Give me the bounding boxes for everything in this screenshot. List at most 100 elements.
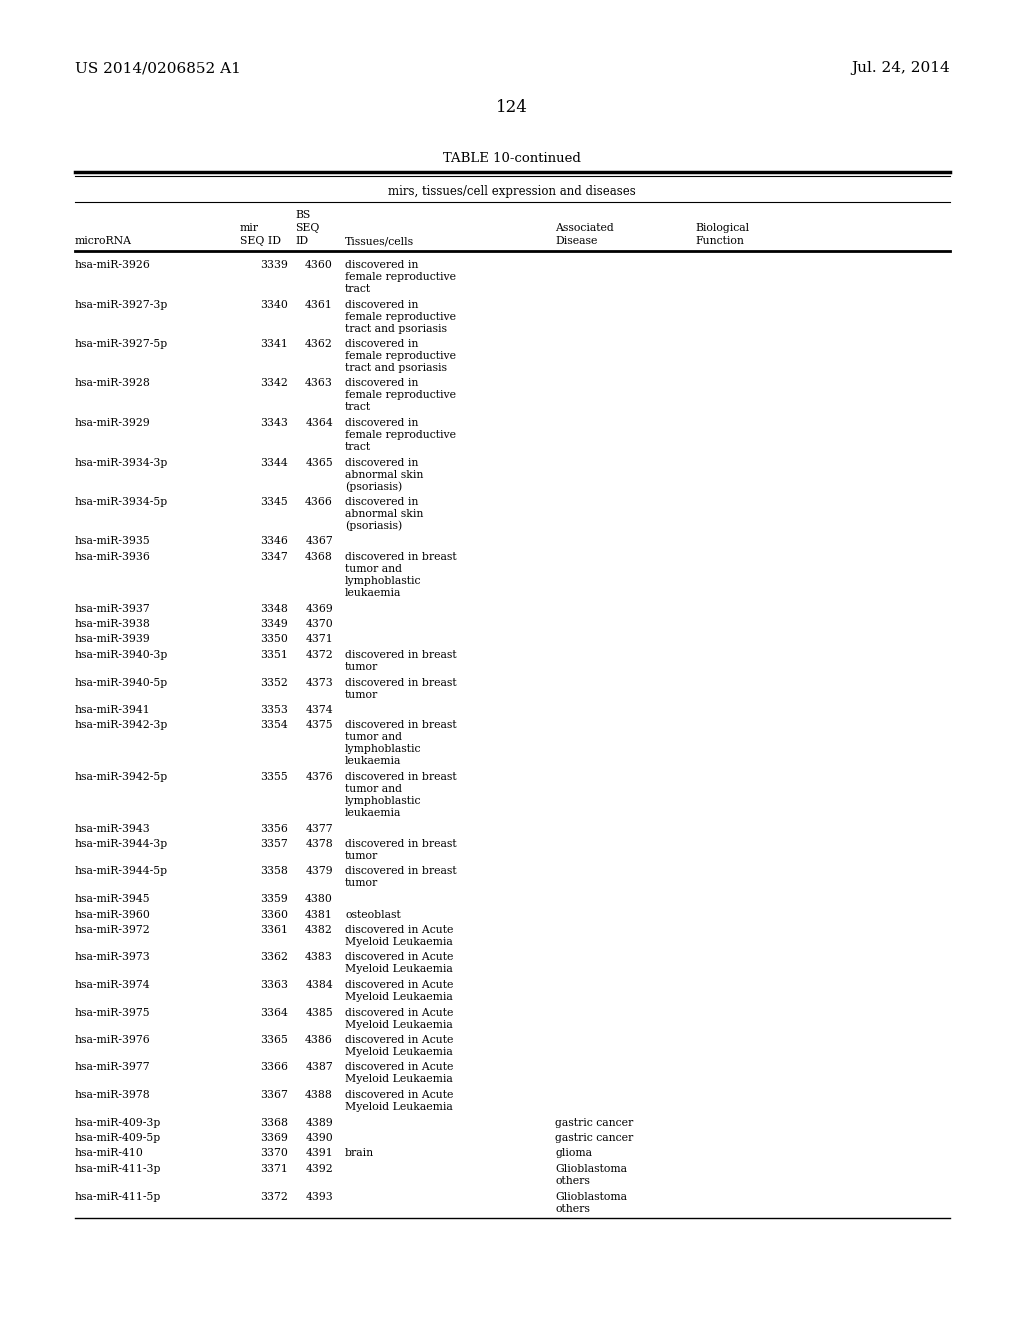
Text: 3349: 3349 [260,619,288,630]
Text: tract: tract [345,284,371,294]
Text: 4393: 4393 [305,1192,333,1201]
Text: hsa-miR-3972: hsa-miR-3972 [75,925,151,935]
Text: tract and psoriasis: tract and psoriasis [345,323,447,334]
Text: discovered in: discovered in [345,379,419,388]
Text: hsa-miR-3936: hsa-miR-3936 [75,552,151,562]
Text: Myeloid Leukaemia: Myeloid Leukaemia [345,993,453,1002]
Text: 3365: 3365 [260,1035,288,1045]
Text: hsa-miR-411-3p: hsa-miR-411-3p [75,1164,162,1173]
Text: hsa-miR-3960: hsa-miR-3960 [75,909,151,920]
Text: 4368: 4368 [305,552,333,562]
Text: discovered in: discovered in [345,418,419,428]
Text: 3348: 3348 [260,603,288,614]
Text: others: others [555,1176,590,1185]
Text: female reproductive: female reproductive [345,272,456,282]
Text: discovered in breast: discovered in breast [345,866,457,876]
Text: 4391: 4391 [305,1148,333,1159]
Text: 3346: 3346 [260,536,288,546]
Text: 3342: 3342 [260,379,288,388]
Text: 3360: 3360 [260,909,288,920]
Text: 3340: 3340 [260,300,288,309]
Text: 4374: 4374 [305,705,333,715]
Text: hsa-miR-3978: hsa-miR-3978 [75,1090,151,1100]
Text: Myeloid Leukaemia: Myeloid Leukaemia [345,1019,453,1030]
Text: 3357: 3357 [260,840,288,849]
Text: hsa-miR-3934-3p: hsa-miR-3934-3p [75,458,168,467]
Text: Jul. 24, 2014: Jul. 24, 2014 [851,61,950,75]
Text: discovered in breast: discovered in breast [345,840,457,849]
Text: 4362: 4362 [305,339,333,348]
Text: hsa-miR-3974: hsa-miR-3974 [75,979,151,990]
Text: 4387: 4387 [305,1063,333,1072]
Text: 3362: 3362 [260,953,288,962]
Text: hsa-miR-3940-5p: hsa-miR-3940-5p [75,677,168,688]
Text: 3363: 3363 [260,979,288,990]
Text: glioma: glioma [555,1148,592,1159]
Text: 3364: 3364 [260,1007,288,1018]
Text: leukaemia: leukaemia [345,808,401,818]
Text: discovered in Acute: discovered in Acute [345,1007,454,1018]
Text: hsa-miR-3927-5p: hsa-miR-3927-5p [75,339,168,348]
Text: hsa-miR-3976: hsa-miR-3976 [75,1035,151,1045]
Text: 3347: 3347 [260,552,288,562]
Text: 4367: 4367 [305,536,333,546]
Text: 4380: 4380 [305,894,333,904]
Text: tumor and: tumor and [345,564,402,574]
Text: female reproductive: female reproductive [345,351,456,360]
Text: 4388: 4388 [305,1090,333,1100]
Text: ID: ID [295,236,308,246]
Text: Disease: Disease [555,236,597,246]
Text: lymphoblastic: lymphoblastic [345,744,422,755]
Text: leukaemia: leukaemia [345,587,401,598]
Text: 3367: 3367 [260,1090,288,1100]
Text: 4386: 4386 [305,1035,333,1045]
Text: Myeloid Leukaemia: Myeloid Leukaemia [345,937,453,946]
Text: BS: BS [295,210,310,220]
Text: 3351: 3351 [260,649,288,660]
Text: mirs, tissues/cell expression and diseases: mirs, tissues/cell expression and diseas… [388,185,636,198]
Text: others: others [555,1204,590,1213]
Text: Function: Function [695,236,743,246]
Text: discovered in Acute: discovered in Acute [345,1035,454,1045]
Text: discovered in: discovered in [345,300,419,309]
Text: TABLE 10-continued: TABLE 10-continued [443,152,581,165]
Text: 4369: 4369 [305,603,333,614]
Text: 3372: 3372 [260,1192,288,1201]
Text: tumor and: tumor and [345,784,402,795]
Text: 4383: 4383 [305,953,333,962]
Text: 3344: 3344 [260,458,288,467]
Text: hsa-miR-3945: hsa-miR-3945 [75,894,151,904]
Text: 3350: 3350 [260,635,288,644]
Text: female reproductive: female reproductive [345,430,456,440]
Text: 4385: 4385 [305,1007,333,1018]
Text: 4363: 4363 [305,379,333,388]
Text: tumor: tumor [345,663,378,672]
Text: female reproductive: female reproductive [345,391,456,400]
Text: hsa-miR-3929: hsa-miR-3929 [75,418,151,428]
Text: discovered in breast: discovered in breast [345,677,457,688]
Text: lymphoblastic: lymphoblastic [345,796,422,807]
Text: 4372: 4372 [305,649,333,660]
Text: US 2014/0206852 A1: US 2014/0206852 A1 [75,61,241,75]
Text: hsa-miR-409-5p: hsa-miR-409-5p [75,1133,161,1143]
Text: 4376: 4376 [305,772,333,781]
Text: osteoblast: osteoblast [345,909,400,920]
Text: 3345: 3345 [260,498,288,507]
Text: 3361: 3361 [260,925,288,935]
Text: Tissues/cells: Tissues/cells [345,236,414,246]
Text: discovered in breast: discovered in breast [345,721,457,730]
Text: abnormal skin: abnormal skin [345,470,423,479]
Text: 4375: 4375 [305,721,333,730]
Text: discovered in breast: discovered in breast [345,772,457,781]
Text: hsa-miR-3942-3p: hsa-miR-3942-3p [75,721,168,730]
Text: 4381: 4381 [305,909,333,920]
Text: SEQ ID: SEQ ID [240,236,281,246]
Text: hsa-miR-409-3p: hsa-miR-409-3p [75,1118,162,1127]
Text: Myeloid Leukaemia: Myeloid Leukaemia [345,1074,453,1085]
Text: brain: brain [345,1148,374,1159]
Text: hsa-miR-3927-3p: hsa-miR-3927-3p [75,300,168,309]
Text: abnormal skin: abnormal skin [345,510,423,519]
Text: Glioblastoma: Glioblastoma [555,1192,627,1201]
Text: 3343: 3343 [260,418,288,428]
Text: 3359: 3359 [260,894,288,904]
